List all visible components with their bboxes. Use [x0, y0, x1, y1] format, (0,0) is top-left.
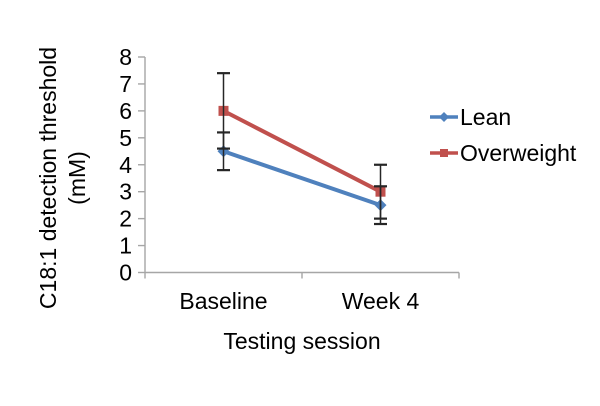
y-tick-label: 2	[119, 206, 132, 232]
legend-diamond-marker	[439, 112, 449, 122]
y-axis-title-line: (mM)	[64, 151, 90, 205]
y-tick-label: 6	[119, 98, 132, 124]
y-tick-label: 1	[119, 233, 132, 259]
y-axis-title-line: C18:1 detection threshold	[35, 47, 61, 309]
x-tick-label: Week 4	[342, 288, 420, 314]
y-tick-label: 4	[119, 152, 132, 178]
x-axis-title: Testing session	[223, 328, 380, 354]
y-tick-label: 5	[119, 125, 132, 151]
y-tick-label: 3	[119, 179, 132, 205]
y-tick-label: 7	[119, 71, 132, 97]
legend-label: Lean	[460, 104, 511, 130]
series-line-overweight	[221, 108, 383, 194]
legend-label: Overweight	[460, 140, 577, 166]
x-tick-label: Baseline	[179, 288, 267, 314]
series-line-lean	[221, 149, 383, 208]
y-tick-label: 0	[119, 260, 132, 286]
y-tick-label: 8	[119, 44, 132, 70]
legend-square-marker	[440, 149, 448, 157]
